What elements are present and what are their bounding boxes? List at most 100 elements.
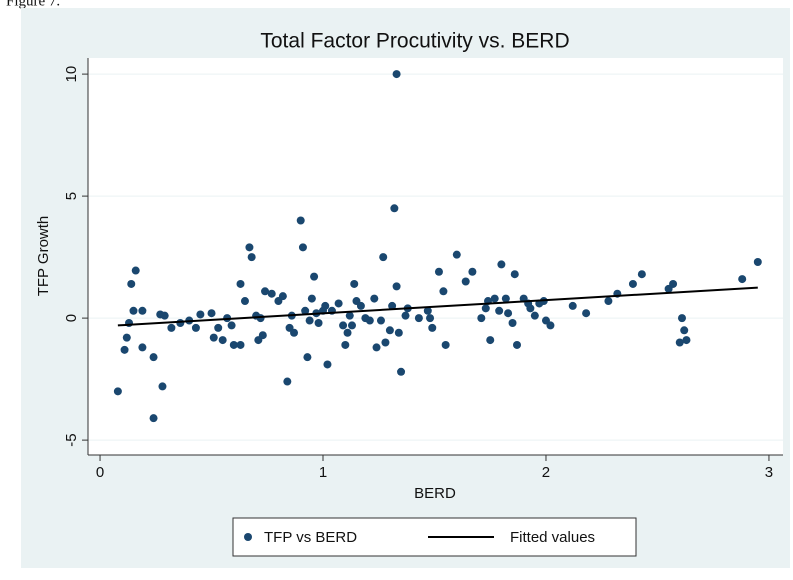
point xyxy=(258,331,267,340)
point xyxy=(497,260,506,269)
point xyxy=(303,353,312,362)
point xyxy=(388,301,397,310)
point xyxy=(582,309,591,318)
point xyxy=(481,304,490,313)
x-axis-label: BERD xyxy=(414,485,456,502)
point xyxy=(397,367,406,376)
point xyxy=(247,253,256,262)
point xyxy=(131,266,140,275)
point xyxy=(434,267,443,276)
point xyxy=(298,243,307,252)
point xyxy=(343,328,352,337)
legend-label: TFP vs BERD xyxy=(264,529,357,546)
point xyxy=(477,314,486,323)
point xyxy=(441,340,450,349)
point xyxy=(468,267,477,276)
point xyxy=(214,323,223,332)
point xyxy=(218,336,227,345)
point xyxy=(675,338,684,347)
point xyxy=(677,314,686,323)
point xyxy=(129,306,138,315)
point xyxy=(392,70,401,79)
point xyxy=(149,414,158,423)
point xyxy=(637,270,646,279)
point xyxy=(381,338,390,347)
point xyxy=(372,343,381,352)
point xyxy=(278,292,287,301)
point xyxy=(283,377,292,386)
legend-label: Fitted values xyxy=(510,529,595,546)
point xyxy=(504,309,513,318)
point xyxy=(341,340,350,349)
point xyxy=(229,340,238,349)
point xyxy=(334,299,343,308)
point xyxy=(428,323,437,332)
point xyxy=(501,294,510,303)
y-tick-label: 5 xyxy=(63,192,80,200)
point xyxy=(314,318,323,327)
point xyxy=(682,336,691,345)
point xyxy=(122,333,131,342)
point xyxy=(546,321,555,330)
x-tick-label: 2 xyxy=(542,464,550,481)
point xyxy=(510,270,519,279)
point xyxy=(568,301,577,310)
point xyxy=(267,289,276,298)
point xyxy=(370,294,379,303)
point xyxy=(227,321,236,330)
point xyxy=(310,272,319,281)
point xyxy=(209,333,218,342)
point xyxy=(138,343,147,352)
point xyxy=(628,279,637,288)
point xyxy=(339,321,348,330)
point xyxy=(160,311,169,320)
point xyxy=(196,310,205,319)
point xyxy=(245,243,254,252)
point xyxy=(356,301,365,310)
point xyxy=(138,306,147,315)
point xyxy=(390,204,399,213)
point xyxy=(236,279,245,288)
point xyxy=(236,340,245,349)
point xyxy=(207,309,216,318)
point xyxy=(345,311,354,320)
x-tick-label: 0 xyxy=(96,464,104,481)
point xyxy=(379,253,388,262)
point xyxy=(394,328,403,337)
point xyxy=(401,311,410,320)
plot-area xyxy=(88,58,783,455)
point xyxy=(167,323,176,332)
chart-title: Total Factor Procutivity vs. BERD xyxy=(260,30,569,53)
point xyxy=(669,279,678,288)
point xyxy=(753,257,762,266)
legend-symbol xyxy=(244,533,252,541)
point xyxy=(240,297,249,306)
point xyxy=(461,277,470,286)
point xyxy=(738,275,747,284)
point xyxy=(120,345,129,354)
point xyxy=(323,360,332,369)
point xyxy=(347,321,356,330)
y-axis-label: TFP Growth xyxy=(35,216,52,297)
point xyxy=(508,318,517,327)
point xyxy=(452,250,461,259)
point xyxy=(307,294,316,303)
figure-label: Figure 7. xyxy=(6,0,60,9)
point xyxy=(490,294,499,303)
point xyxy=(423,306,432,315)
point xyxy=(149,353,158,362)
point xyxy=(191,323,200,332)
point xyxy=(680,326,689,335)
y-tick-label: -5 xyxy=(63,433,80,446)
point xyxy=(290,328,299,337)
point xyxy=(305,316,314,325)
y-tick-label: 10 xyxy=(63,66,80,83)
fitted-line xyxy=(117,286,758,327)
point xyxy=(261,287,270,296)
point xyxy=(414,314,423,323)
point xyxy=(158,382,167,391)
point xyxy=(526,304,535,313)
x-tick-label: 1 xyxy=(319,464,327,481)
point xyxy=(301,306,310,315)
